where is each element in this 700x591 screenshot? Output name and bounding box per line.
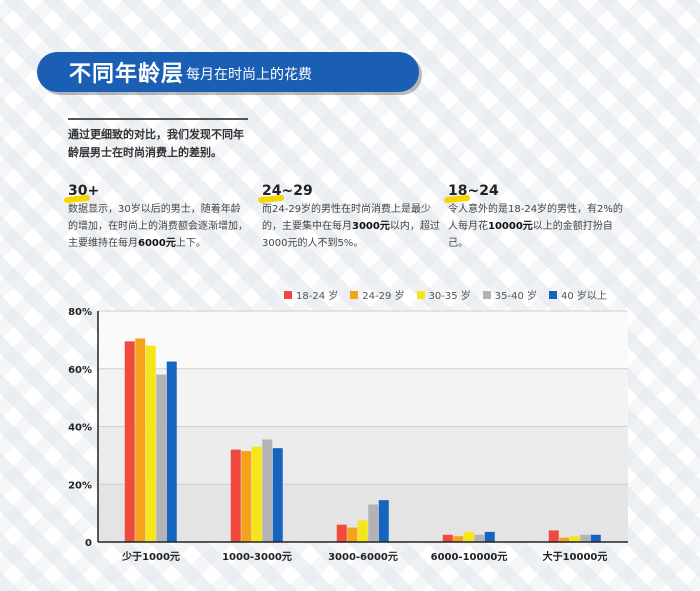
chart-legend: 18-24 岁 24-29 岁 30-35 岁 35-40 岁 40 岁以上: [284, 287, 607, 302]
legend-item: 40 岁以上: [549, 287, 607, 302]
plot-band: [98, 368, 628, 427]
legend-item: 30-35 岁: [416, 287, 471, 302]
title-sub: 每月在时尚上的花费: [186, 67, 313, 83]
bar: [442, 534, 453, 542]
y-tick-label: 80%: [68, 307, 92, 318]
bar: [559, 537, 570, 542]
insight-head: 24~29: [262, 183, 313, 199]
bar: [590, 534, 601, 542]
x-category-label: 3000-6000元: [328, 551, 398, 563]
intro-text: 通过更细致的对比，我们发现不同年龄层男士在时尚消费上的差别。: [68, 118, 248, 162]
bar: [569, 536, 580, 542]
bar: [453, 536, 464, 542]
x-category-label: 少于1000元: [121, 550, 180, 563]
bar: [156, 374, 167, 542]
bar: [135, 338, 146, 542]
bar: [251, 446, 262, 542]
legend-swatch: [482, 290, 491, 299]
y-tick-label: 40%: [68, 423, 92, 434]
bar: [272, 448, 283, 542]
bar: [124, 341, 135, 542]
bar: [145, 345, 156, 542]
insight-body: 数据显示，30岁以后的男士，随着年龄的增加，在时尚上的消费额会逐渐增加，主要维持…: [68, 204, 248, 249]
bar: [368, 504, 379, 542]
bar: [357, 520, 368, 542]
x-category-label: 大于10000元: [543, 550, 608, 563]
x-category-label: 1000-3000元: [222, 551, 292, 563]
legend-swatch: [350, 290, 359, 299]
insight-head: 18~24: [448, 183, 499, 199]
bar: [230, 449, 241, 542]
x-category-label: 6000-10000元: [431, 551, 508, 563]
insight-18-24: 18~24 令人意外的是18-24岁的男性，有2%的人每月花10000元以上的金…: [448, 180, 628, 252]
legend-item: 35-40 岁: [482, 287, 537, 302]
y-tick-label: 0: [85, 538, 92, 549]
y-tick-label: 20%: [68, 480, 92, 491]
bar: [474, 534, 485, 542]
insight-body: 令人意外的是18-24岁的男性，有2%的人每月花10000元以上的金额打扮自己。: [448, 204, 623, 249]
legend-item: 24-29 岁: [350, 287, 405, 302]
bar: [336, 524, 347, 542]
bar: [262, 439, 273, 542]
title-banner: 不同年龄层 每月在时尚上的花费: [37, 52, 419, 92]
plot-band: [98, 426, 628, 485]
bar: [378, 500, 389, 542]
legend-swatch: [416, 290, 425, 299]
bar: [484, 531, 495, 542]
insight-30plus: 30+ 数据显示，30岁以后的男士，随着年龄的增加，在时尚上的消费额会逐渐增加，…: [68, 180, 248, 252]
plot-band: [98, 311, 628, 369]
bar: [463, 531, 474, 542]
title-main: 不同年龄层: [69, 62, 185, 87]
bar: [166, 361, 177, 542]
insight-24-29: 24~29 而24-29岁的男性在时尚消费上是最少的，主要集中在每月3000元以…: [262, 180, 442, 252]
insight-head: 30+: [68, 183, 100, 199]
legend-swatch: [284, 290, 292, 299]
legend-swatch: [549, 290, 557, 299]
bar: [548, 530, 559, 542]
bar: [347, 527, 358, 542]
legend-item: 18-24 岁: [284, 287, 338, 302]
insight-body: 而24-29岁的男性在时尚消费上是最少的，主要集中在每月3000元以内，超过30…: [262, 204, 440, 249]
y-tick-label: 60%: [68, 365, 92, 376]
bar: [241, 451, 252, 542]
bar: [580, 534, 591, 542]
